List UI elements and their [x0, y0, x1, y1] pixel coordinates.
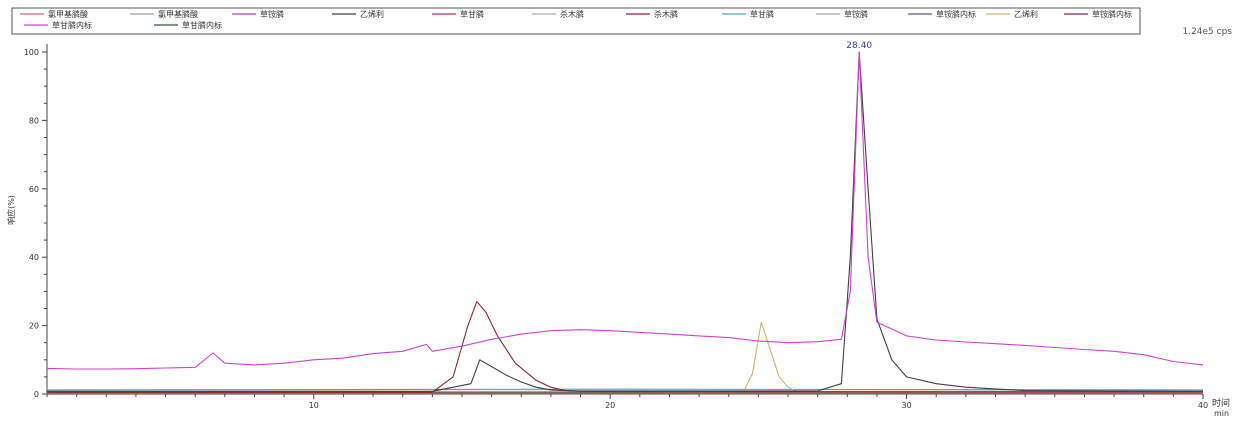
x-axis-unit: min: [1214, 409, 1229, 418]
y-tick-label: 0: [34, 390, 39, 399]
x-tick-label: 40: [1198, 401, 1208, 410]
legend-label: 杀木膦: [654, 9, 678, 19]
legend-label: 草甘膦: [750, 9, 774, 19]
peak-annotation: 28.40: [846, 41, 872, 51]
y-tick-label: 60: [29, 185, 39, 194]
x-tick-label: 20: [605, 401, 615, 410]
legend-label: 氯甲基膦酸: [48, 9, 88, 19]
legend-label: 乙烯利: [1014, 9, 1038, 19]
legend-label: 草甘膦内标: [52, 20, 92, 30]
legend-label: 草甘膦: [460, 9, 484, 19]
legend-label: 草铵膦: [260, 9, 284, 19]
legend-label: 杀木膦: [560, 9, 584, 19]
x-axis-label: 时间: [1212, 397, 1230, 409]
legend-box: [11, 7, 1141, 35]
y-tick-label: 80: [29, 116, 39, 125]
scale-label: 1.24e5 cps: [1182, 27, 1232, 37]
y-axis-label: 响应(%): [6, 195, 16, 225]
series-line: [47, 51, 1204, 392]
legend-label: 草铵膦: [844, 9, 868, 19]
legend-label: 草甘膦内标: [182, 20, 222, 30]
legend-label: 乙烯利: [360, 9, 384, 19]
x-tick-label: 10: [309, 401, 319, 410]
legend: 氯甲基膦酸 氯甲基膦酸 草铵膦 乙烯利 草甘膦 杀木膦 杀木膦 草甘膦 草铵膦 草铵膦内标 乙烯利草…: [20, 9, 1132, 30]
x-tick-label: 30: [901, 401, 911, 410]
y-tick-label: 20: [29, 322, 39, 331]
legend-label: 草铵膦内标: [1092, 9, 1132, 19]
series-layer: [46, 51, 1204, 394]
y-tick-label: 100: [24, 48, 39, 57]
y-tick-label: 40: [29, 253, 39, 262]
series-line: [46, 51, 1204, 370]
series-line: [47, 321, 1203, 392]
legend-label: 草铵膦内标: [936, 9, 976, 19]
legend-label: 氯甲基膦酸: [158, 9, 198, 19]
axes: 10 20 30 40 0 20 40 60 80 100: [24, 44, 1208, 410]
